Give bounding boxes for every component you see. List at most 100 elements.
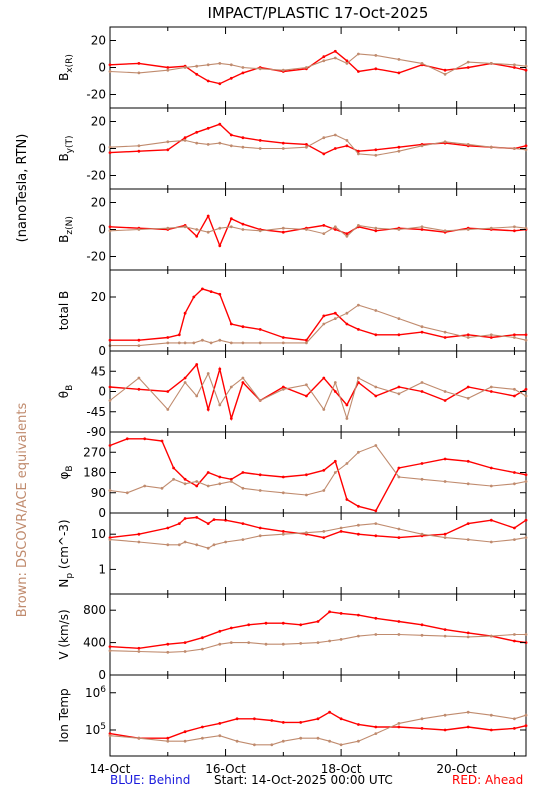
data-point-dscovr <box>397 149 401 153</box>
y-tick-label: 400 <box>83 636 106 650</box>
data-point-dscovr <box>108 399 112 402</box>
data-point-dscovr <box>374 153 378 157</box>
data-point-dscovr <box>513 63 516 67</box>
y-tick-label: 0 <box>98 223 106 237</box>
data-point-dscovr <box>229 225 233 229</box>
y-tick-label: 106 <box>85 685 106 700</box>
data-point-ahead <box>281 141 285 145</box>
data-point-ahead <box>443 457 447 461</box>
y-tick-label: 10 <box>91 527 106 541</box>
y-axis-label: Bz(N) <box>57 216 75 243</box>
data-point-dscovr <box>374 522 378 525</box>
data-point-dscovr <box>420 62 424 65</box>
data-point-dscovr <box>229 63 233 67</box>
data-point-dscovr <box>206 230 210 234</box>
data-point-dscovr <box>195 394 199 398</box>
data-point-dscovr <box>137 376 141 380</box>
data-point-ahead <box>443 728 447 732</box>
data-point-dscovr <box>258 534 262 538</box>
data-point-dscovr <box>160 486 164 490</box>
data-point-dscovr <box>195 228 199 231</box>
data-point-ahead <box>345 403 349 407</box>
data-point-dscovr <box>513 387 516 391</box>
data-point-dscovr <box>137 228 141 231</box>
data-point-ahead <box>322 536 326 539</box>
data-point-ahead <box>195 72 199 76</box>
data-point-dscovr <box>524 394 528 398</box>
data-point-dscovr <box>322 489 326 492</box>
y-tick-label: 0 <box>98 506 106 520</box>
data-point-ahead <box>397 145 401 149</box>
data-point-dscovr <box>397 633 401 636</box>
data-point-dscovr <box>137 650 141 653</box>
series-line-dscovr <box>109 711 527 746</box>
data-point-ahead <box>513 526 516 530</box>
data-point-dscovr <box>229 641 233 644</box>
data-point-dscovr <box>183 540 187 544</box>
data-point-dscovr <box>143 484 147 488</box>
data-point-ahead <box>108 732 112 735</box>
data-point-ahead <box>137 62 141 65</box>
data-point-ahead <box>374 725 378 729</box>
data-point-dscovr <box>489 62 493 65</box>
y-tick-label: 20 <box>91 196 106 210</box>
data-point-ahead <box>397 385 401 389</box>
data-point-dscovr <box>281 341 285 345</box>
data-point-dscovr <box>183 139 187 142</box>
footer-red-label: RED: Ahead <box>452 773 524 787</box>
data-point-ahead <box>345 498 349 501</box>
data-point-dscovr <box>466 482 470 486</box>
y-tick-label: 270 <box>83 445 106 459</box>
y-tick-label: 800 <box>83 603 106 617</box>
series-line-dscovr <box>109 224 527 238</box>
data-point-dscovr <box>195 64 199 68</box>
data-point-ahead <box>241 522 245 525</box>
data-point-dscovr <box>305 341 308 345</box>
data-point-dscovr <box>241 341 245 345</box>
data-point-dscovr <box>258 147 262 150</box>
data-point-ahead <box>524 68 528 72</box>
data-point-ahead <box>322 224 326 227</box>
data-point-dscovr <box>316 736 320 740</box>
data-point-ahead <box>183 311 187 315</box>
data-point-ahead <box>183 641 187 644</box>
data-point-dscovr <box>108 489 112 492</box>
data-point-ahead <box>183 376 187 380</box>
y-tick-label: 20 <box>91 115 106 129</box>
data-point-ahead <box>201 725 204 729</box>
data-point-dscovr <box>305 66 308 69</box>
data-point-dscovr <box>241 538 245 541</box>
data-point-ahead <box>229 217 233 221</box>
data-point-ahead <box>443 532 447 536</box>
data-point-ahead <box>374 616 378 620</box>
data-point-ahead <box>258 139 262 142</box>
data-point-dscovr <box>108 649 112 653</box>
data-point-dscovr <box>177 543 181 547</box>
data-point-ahead <box>397 536 401 539</box>
y-axis-label: Bx(R) <box>57 54 75 81</box>
data-point-dscovr <box>374 226 378 230</box>
data-point-dscovr <box>201 338 204 342</box>
data-point-ahead <box>466 725 470 729</box>
data-point-ahead <box>258 526 262 530</box>
data-point-dscovr <box>125 491 129 495</box>
data-point-dscovr <box>489 145 493 149</box>
data-point-ahead <box>345 322 349 326</box>
data-point-ahead <box>241 136 245 140</box>
data-point-ahead <box>195 363 199 366</box>
units-label: (nanoTesla, RTN) <box>15 134 30 243</box>
data-point-ahead <box>166 642 170 646</box>
data-point-dscovr <box>357 450 360 454</box>
series-line-ahead <box>109 711 527 739</box>
data-point-dscovr <box>108 229 112 233</box>
data-point-ahead <box>328 710 331 714</box>
y-tick-label: 90 <box>91 486 106 500</box>
data-point-dscovr <box>209 341 213 345</box>
data-point-ahead <box>513 66 516 69</box>
data-point-ahead <box>489 728 493 732</box>
series-line-ahead <box>109 214 527 248</box>
data-point-ahead <box>177 333 181 337</box>
data-point-dscovr <box>524 480 528 483</box>
data-point-dscovr <box>466 60 470 64</box>
data-point-dscovr <box>443 480 447 483</box>
